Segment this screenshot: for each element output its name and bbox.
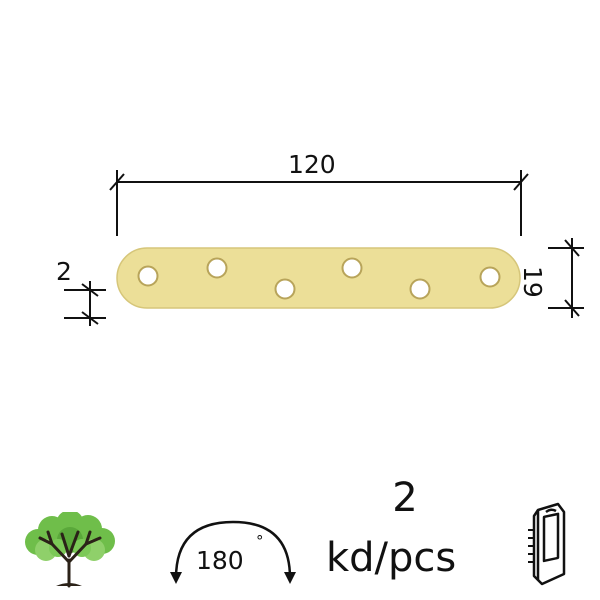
width-label: 19 bbox=[518, 266, 547, 298]
plate-holes bbox=[137, 257, 501, 300]
flat-connector-plate bbox=[116, 247, 521, 309]
tree-icon bbox=[25, 512, 115, 588]
length-label: 120 bbox=[288, 150, 336, 179]
plate-hole bbox=[274, 278, 296, 300]
quantity-unit: kd/pcs bbox=[326, 535, 457, 581]
plate-hole bbox=[409, 278, 431, 300]
plate-hole bbox=[206, 257, 228, 279]
quantity-count: 2 bbox=[392, 475, 418, 521]
blister-pack-icon bbox=[528, 502, 566, 586]
thickness-label: 2 bbox=[56, 257, 72, 286]
thickness-dimension-line bbox=[64, 281, 106, 326]
angle-arc-icon bbox=[170, 520, 296, 584]
angle-value: 180 bbox=[196, 546, 244, 575]
width-dimension-line bbox=[548, 238, 584, 318]
length-dimension-line bbox=[109, 170, 529, 236]
degree-mark: ° bbox=[256, 532, 264, 550]
plate-hole bbox=[479, 266, 501, 288]
plate-hole bbox=[341, 257, 363, 279]
plate-hole bbox=[137, 265, 159, 287]
